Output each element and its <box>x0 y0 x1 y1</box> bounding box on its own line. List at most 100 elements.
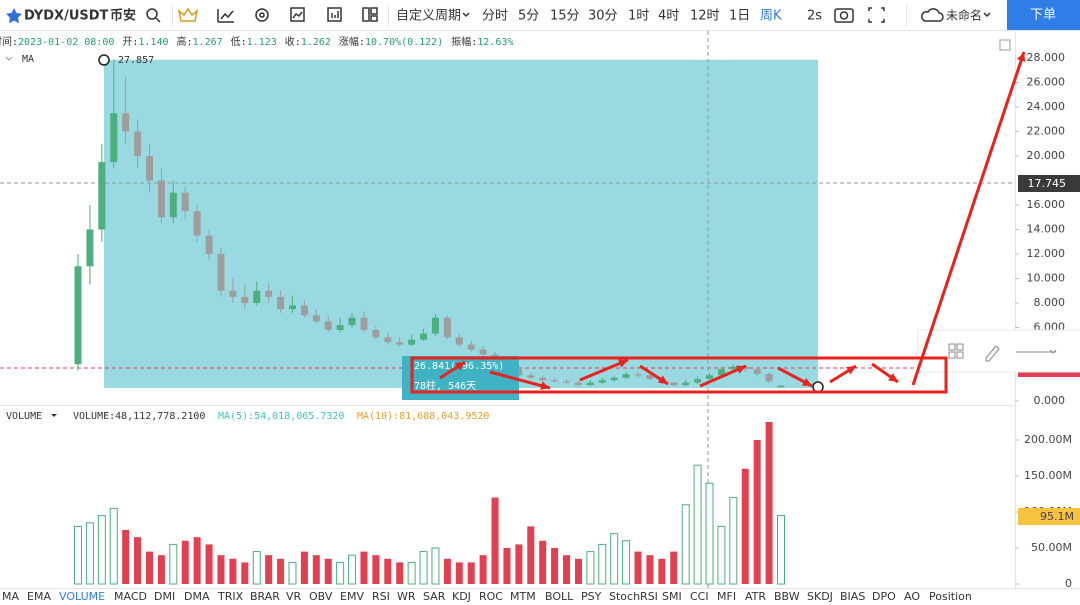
volume-tag-label: 95.1M <box>1040 510 1074 523</box>
price-tick-label: 28.000 <box>1027 51 1066 64</box>
info-label: 涨幅: <box>339 35 365 48</box>
indicator-tab[interactable]: DMA <box>184 590 210 603</box>
ma-label: MA <box>22 54 34 65</box>
period-button[interactable]: 分时 <box>482 9 508 24</box>
period-button[interactable]: 周K <box>760 9 782 24</box>
period-button[interactable]: 4时 <box>658 9 679 24</box>
info-value: 1.140 <box>138 37 168 48</box>
volume-bar <box>193 537 201 584</box>
layout-name[interactable]: 未命名 <box>946 8 982 23</box>
candle-body <box>527 375 535 378</box>
indicator-tab[interactable]: MFI <box>717 590 736 603</box>
candle-body <box>765 374 773 382</box>
indicator-tab[interactable]: DPO <box>872 590 896 603</box>
candle-body <box>217 254 225 291</box>
indicator-tab[interactable]: EMV <box>340 590 364 603</box>
candle-body <box>312 315 320 322</box>
indicator-tab[interactable]: DMI <box>154 590 175 603</box>
indicator-tab[interactable]: VR <box>286 590 302 603</box>
indicator-tab[interactable]: KDJ <box>452 590 471 603</box>
indicator-tab[interactable]: BBW <box>774 590 800 603</box>
period-button[interactable]: 15分 <box>550 9 580 24</box>
indicator-tab[interactable]: ROC <box>479 590 503 603</box>
annotation-arrowhead <box>658 375 668 384</box>
indicator-tab[interactable]: BRAR <box>250 590 280 603</box>
indicator-tab[interactable]: RSI <box>372 590 390 603</box>
candle-body <box>300 305 308 316</box>
annotation-arrowhead <box>1017 52 1026 62</box>
annotation-arrowhead <box>802 377 812 386</box>
measure-handle <box>98 54 110 66</box>
volume-bar <box>288 561 297 585</box>
indicator-tab[interactable]: MTM <box>510 590 536 603</box>
volume-bar <box>598 543 607 585</box>
candle-body <box>443 317 451 338</box>
indicator-tab[interactable]: MACD <box>114 590 147 603</box>
volume-current: VOLUME:48,112,778.2100 <box>73 411 205 422</box>
volume-bar <box>527 526 535 584</box>
indicator-tab[interactable]: SMI <box>662 590 682 603</box>
volume-bar <box>658 558 666 584</box>
indicator-tab[interactable]: SAR <box>423 590 446 603</box>
volume-bar <box>300 551 308 584</box>
indicator-tab[interactable]: AO <box>904 590 920 603</box>
candle-body <box>277 296 285 310</box>
draw-icons[interactable] <box>948 343 1057 362</box>
volume-bar <box>312 555 320 584</box>
period-button[interactable]: 自定义周期 <box>396 9 461 24</box>
candle-body <box>598 380 606 383</box>
candle-body <box>706 375 714 379</box>
volume-bar <box>122 530 130 584</box>
volume-bar <box>729 497 738 585</box>
volume-bar <box>372 555 380 584</box>
annotation-arrowhead <box>455 362 465 371</box>
indicator-tab[interactable]: ATR <box>745 590 766 603</box>
volume-bar <box>205 544 213 584</box>
info-value: 12.63% <box>477 37 513 48</box>
volume-bar <box>479 555 487 584</box>
indicator-tab[interactable]: CCI <box>690 590 709 603</box>
volume-bar <box>467 562 475 584</box>
symbol[interactable]: DYDX/USDT <box>24 9 109 24</box>
candle-body <box>634 374 642 376</box>
price-tick-label: 22.000 <box>1027 125 1066 138</box>
indicator-tab[interactable]: PSY <box>581 590 602 603</box>
candle-body <box>551 380 559 382</box>
period-button[interactable]: 1时 <box>628 9 649 24</box>
period-button[interactable]: 30分 <box>588 9 618 24</box>
candle-body <box>467 344 475 350</box>
volume-bar <box>610 533 619 585</box>
volume-bar <box>777 515 785 585</box>
period-button[interactable]: 1日 <box>729 9 750 24</box>
star-icon[interactable] <box>6 8 22 24</box>
indicator-tab[interactable]: SKDJ <box>807 590 833 603</box>
info-label: 低: <box>231 35 247 48</box>
price-tick-label: 8.000 <box>1034 296 1066 309</box>
volume-bar <box>717 525 726 585</box>
candle-body <box>586 382 594 386</box>
order-button-label[interactable]: 下单 <box>1030 8 1056 23</box>
volume-bar <box>491 497 499 584</box>
toolbar-icons[interactable] <box>146 7 1011 51</box>
order-button[interactable] <box>1007 0 1080 30</box>
candle-body <box>717 369 725 376</box>
indicator-tab[interactable]: VOLUME <box>59 590 105 603</box>
indicator-tab[interactable]: WR <box>397 590 416 603</box>
indicator-tab[interactable]: EMA <box>27 590 51 603</box>
indicator-tab[interactable]: BIAS <box>840 590 865 603</box>
candle-body <box>134 131 142 156</box>
candle-body <box>86 229 94 267</box>
period-button[interactable]: 5分 <box>518 9 539 24</box>
period-button[interactable]: 2s <box>807 9 822 24</box>
indicator-tab[interactable]: TRIX <box>217 590 244 603</box>
indicator-tab[interactable]: MA <box>2 590 19 603</box>
info-label: 收: <box>285 35 301 48</box>
indicator-tab[interactable]: OBV <box>309 590 333 603</box>
annotation-arrowhead <box>846 366 856 375</box>
indicator-tab[interactable]: Position <box>929 590 972 603</box>
price-tick-label: 20.000 <box>1027 149 1066 162</box>
period-button[interactable]: 12时 <box>690 9 720 24</box>
indicator-tab[interactable]: BOLL <box>545 590 574 603</box>
indicator-tab[interactable]: StochRSI <box>609 590 658 603</box>
